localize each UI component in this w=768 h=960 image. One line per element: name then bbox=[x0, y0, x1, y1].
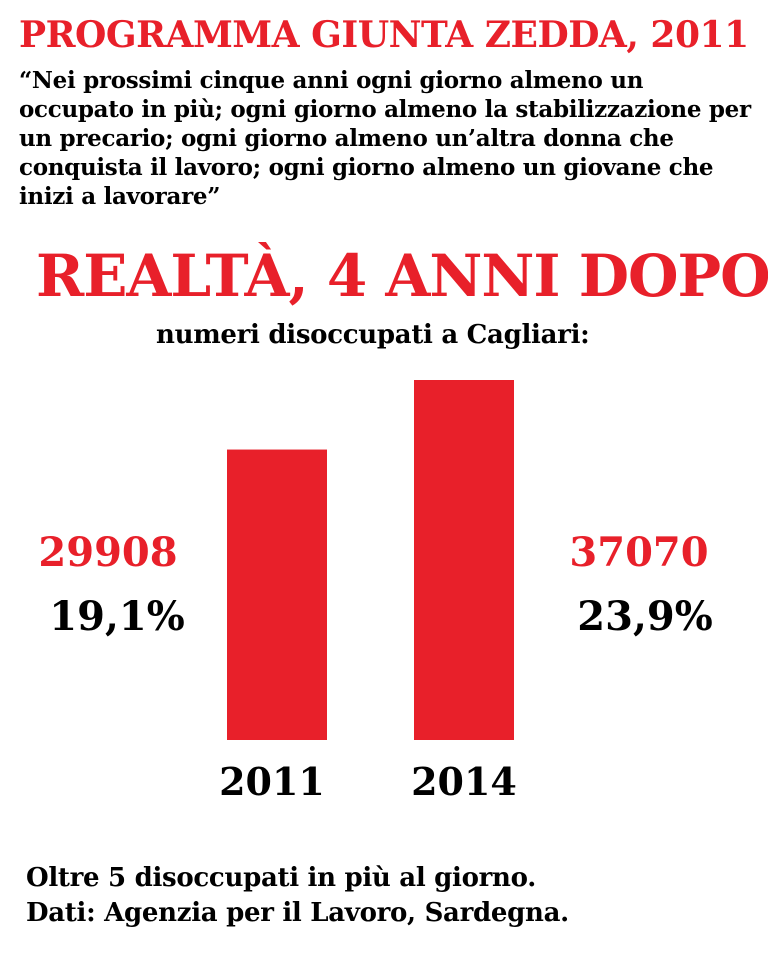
count-label-2011: 29908 bbox=[38, 529, 177, 576]
count-label-2014: 37070 bbox=[569, 529, 708, 576]
percent-label-2011: 19,1% bbox=[49, 593, 184, 640]
chart-subtitle: numeri disoccupati a Cagliari: bbox=[156, 320, 590, 350]
footer-note: Oltre 5 disoccupati in più al giorno. bbox=[26, 863, 536, 893]
reality-title: REALTÀ, 4 ANNI DOPO bbox=[36, 242, 768, 310]
unemployment-bar-chart: 2011 29908 19,1% 2014 37070 23,9% bbox=[38, 380, 713, 804]
year-label-2014: 2014 bbox=[411, 759, 517, 804]
bar-2011 bbox=[227, 449, 327, 740]
footer-source: Dati: Agenzia per il Lavoro, Sardegna. bbox=[26, 898, 569, 928]
header-title: PROGRAMMA GIUNTA ZEDDA, 2011 bbox=[19, 14, 749, 56]
program-quote: “Nei prossimi cinque anni ogni giorno al… bbox=[19, 67, 751, 210]
percent-label-2014: 23,9% bbox=[577, 593, 712, 640]
year-label-2011: 2011 bbox=[219, 759, 325, 804]
bar-2014 bbox=[414, 380, 514, 740]
